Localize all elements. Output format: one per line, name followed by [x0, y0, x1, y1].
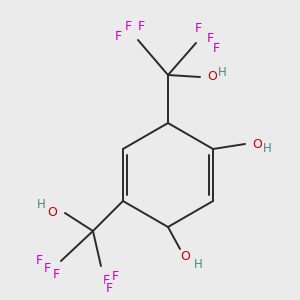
Text: F: F [44, 262, 50, 275]
Text: F: F [102, 274, 110, 286]
Text: F: F [35, 254, 43, 268]
Text: F: F [111, 269, 118, 283]
Text: H: H [37, 199, 46, 212]
Text: H: H [218, 67, 227, 80]
Text: F: F [124, 20, 132, 32]
Text: H: H [263, 142, 272, 155]
Text: F: F [105, 281, 112, 295]
Text: F: F [194, 22, 202, 35]
Text: F: F [52, 268, 59, 281]
Text: O: O [252, 137, 262, 151]
Text: O: O [207, 70, 217, 83]
Text: O: O [47, 206, 57, 220]
Text: F: F [206, 32, 214, 44]
Text: H: H [194, 259, 203, 272]
Text: F: F [137, 20, 145, 32]
Text: O: O [180, 250, 190, 263]
Text: F: F [114, 29, 122, 43]
Text: F: F [212, 43, 220, 56]
